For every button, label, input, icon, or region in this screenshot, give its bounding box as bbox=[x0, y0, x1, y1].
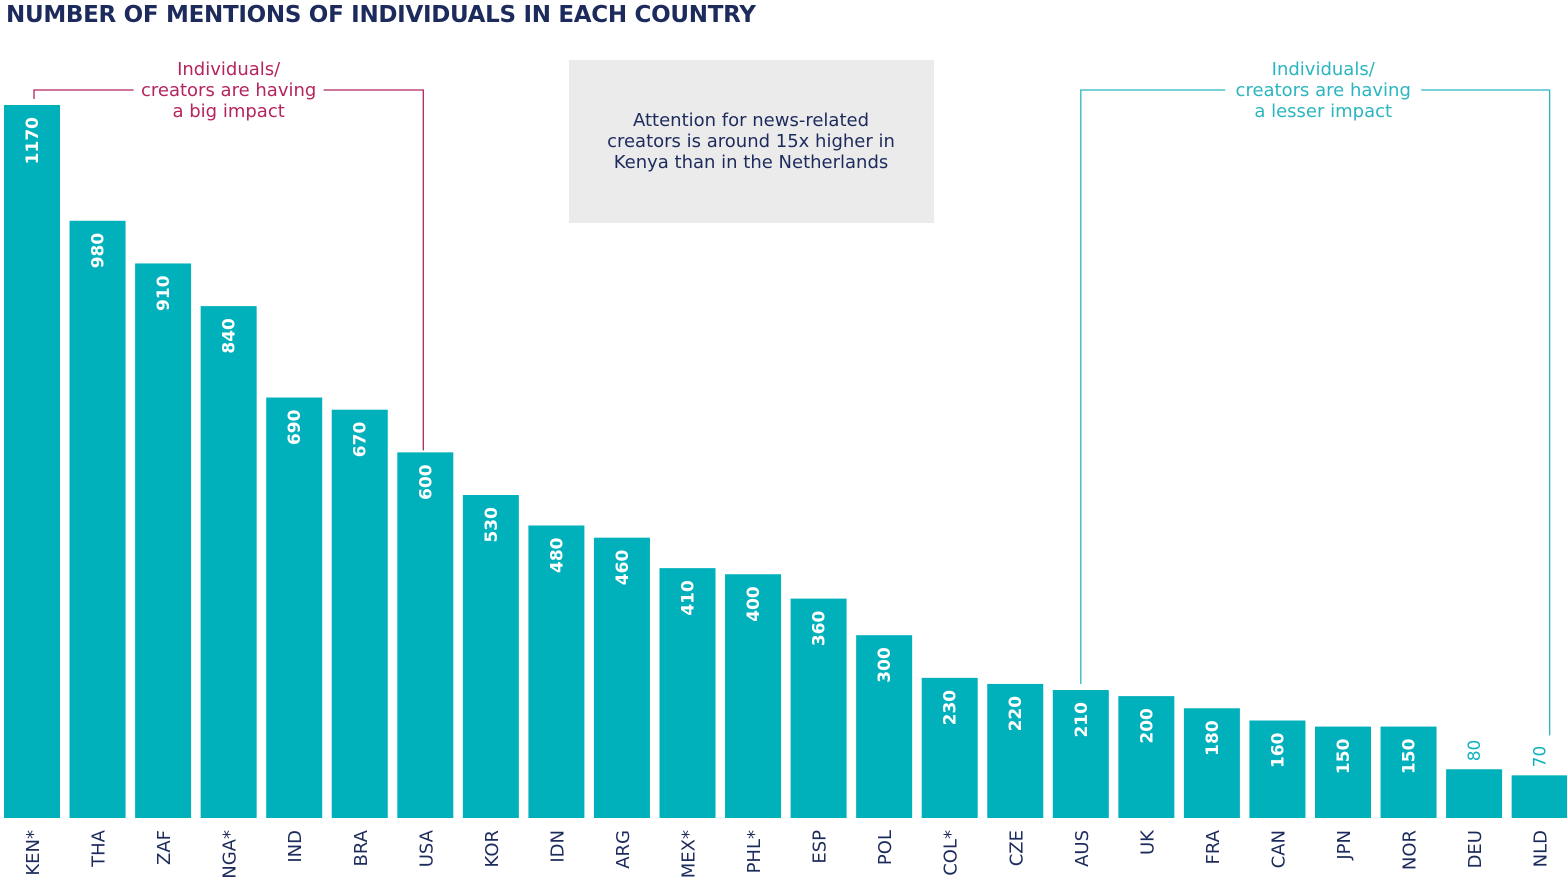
bar-value-label: 70 bbox=[1531, 746, 1551, 768]
annotation-text: creators are having bbox=[141, 80, 316, 101]
x-tick-label: UK bbox=[1137, 829, 1158, 855]
x-tick-label: NOR bbox=[1400, 830, 1421, 870]
bar-value-label: 210 bbox=[1072, 702, 1092, 738]
bar bbox=[462, 495, 519, 818]
bar-value-label: 600 bbox=[416, 464, 436, 500]
bar-value-label: 360 bbox=[810, 610, 830, 646]
bar-value-label: 410 bbox=[679, 580, 699, 616]
x-tick-label: NLD bbox=[1531, 830, 1552, 867]
x-tick-label: FRA bbox=[1203, 829, 1224, 864]
bar-value-label: 530 bbox=[482, 507, 502, 543]
bar-value-label: 1170 bbox=[23, 117, 43, 164]
bar-value-label: 200 bbox=[1137, 708, 1157, 744]
bar-value-label: 400 bbox=[744, 586, 764, 622]
x-tick-label: CZE bbox=[1006, 830, 1027, 866]
x-tick-label: CAN bbox=[1268, 830, 1289, 868]
callout-background bbox=[569, 60, 934, 223]
bar-value-label: 300 bbox=[875, 647, 895, 683]
callout-text: creators is around 15x higher in bbox=[607, 131, 895, 152]
bar-value-label: 980 bbox=[89, 233, 109, 269]
bar-value-label: 220 bbox=[1006, 696, 1026, 732]
bar bbox=[1052, 690, 1109, 818]
bar bbox=[593, 537, 650, 818]
annotation-bracket bbox=[1080, 89, 1551, 736]
chart-title: NUMBER OF MENTIONS OF INDIVIDUALS IN EAC… bbox=[6, 2, 756, 28]
bar bbox=[790, 598, 847, 818]
bar-value-label: 80 bbox=[1465, 740, 1485, 762]
x-tick-label: AUS bbox=[1072, 830, 1093, 867]
bar bbox=[1183, 708, 1240, 818]
x-tick-label: PHL* bbox=[744, 830, 765, 873]
bar-value-label: 840 bbox=[220, 318, 240, 354]
bar bbox=[987, 683, 1044, 818]
bar-value-label: 910 bbox=[154, 275, 174, 311]
x-tick-label: ZAF bbox=[154, 830, 175, 865]
bar bbox=[725, 574, 782, 818]
bar bbox=[856, 635, 913, 818]
annotation-text: creators are having bbox=[1236, 80, 1411, 101]
x-tick-label: ESP bbox=[810, 830, 831, 864]
x-tick-label: THA bbox=[89, 829, 110, 868]
bar bbox=[659, 568, 716, 818]
bar-value-label: 670 bbox=[351, 422, 371, 458]
bar bbox=[397, 452, 454, 818]
x-tick-label: DEU bbox=[1465, 830, 1486, 868]
bar bbox=[4, 105, 60, 818]
bar bbox=[921, 677, 978, 818]
bar-value-label: 690 bbox=[285, 409, 305, 445]
bar bbox=[200, 306, 257, 818]
bar bbox=[266, 397, 323, 818]
x-tick-label: JPN bbox=[1334, 830, 1355, 861]
bar-value-label: 150 bbox=[1400, 738, 1420, 774]
bar-value-label: 160 bbox=[1268, 732, 1288, 768]
bar bbox=[1315, 726, 1371, 818]
x-tick-label: BRA bbox=[351, 829, 372, 866]
annotation-text: a lesser impact bbox=[1254, 101, 1392, 122]
x-tick-label: IDN bbox=[547, 830, 568, 863]
bar bbox=[528, 525, 585, 818]
annotation-bracket bbox=[33, 89, 424, 451]
annotation-text: a big impact bbox=[173, 101, 285, 122]
callout-text: Kenya than in the Netherlands bbox=[614, 152, 889, 173]
annotation-text: Individuals/ bbox=[177, 59, 281, 80]
bar-value-label: 230 bbox=[941, 690, 961, 726]
x-tick-label: IND bbox=[285, 830, 306, 863]
bar bbox=[1511, 775, 1567, 818]
x-tick-label: ARG bbox=[613, 830, 634, 869]
bar bbox=[1249, 720, 1306, 818]
bar bbox=[1446, 769, 1503, 818]
bar-value-label: 150 bbox=[1334, 738, 1354, 774]
x-tick-label: COL* bbox=[941, 830, 962, 876]
x-tick-label: KOR bbox=[482, 830, 503, 868]
bar bbox=[331, 409, 388, 818]
x-tick-label: POL bbox=[875, 830, 896, 865]
x-tick-label: KEN* bbox=[23, 830, 44, 876]
x-tick-label: MEX* bbox=[679, 830, 700, 878]
annotation-text: Individuals/ bbox=[1272, 59, 1376, 80]
bar-value-label: 180 bbox=[1203, 720, 1223, 756]
bar bbox=[1118, 696, 1175, 818]
bar bbox=[1380, 726, 1437, 818]
callout-text: Attention for news-related bbox=[633, 110, 869, 131]
bar-value-label: 460 bbox=[613, 550, 633, 586]
x-tick-label: NGA* bbox=[220, 830, 241, 879]
bar bbox=[135, 263, 192, 818]
x-tick-label: USA bbox=[416, 829, 437, 867]
bar-value-label: 480 bbox=[547, 537, 567, 573]
bar bbox=[69, 220, 126, 819]
